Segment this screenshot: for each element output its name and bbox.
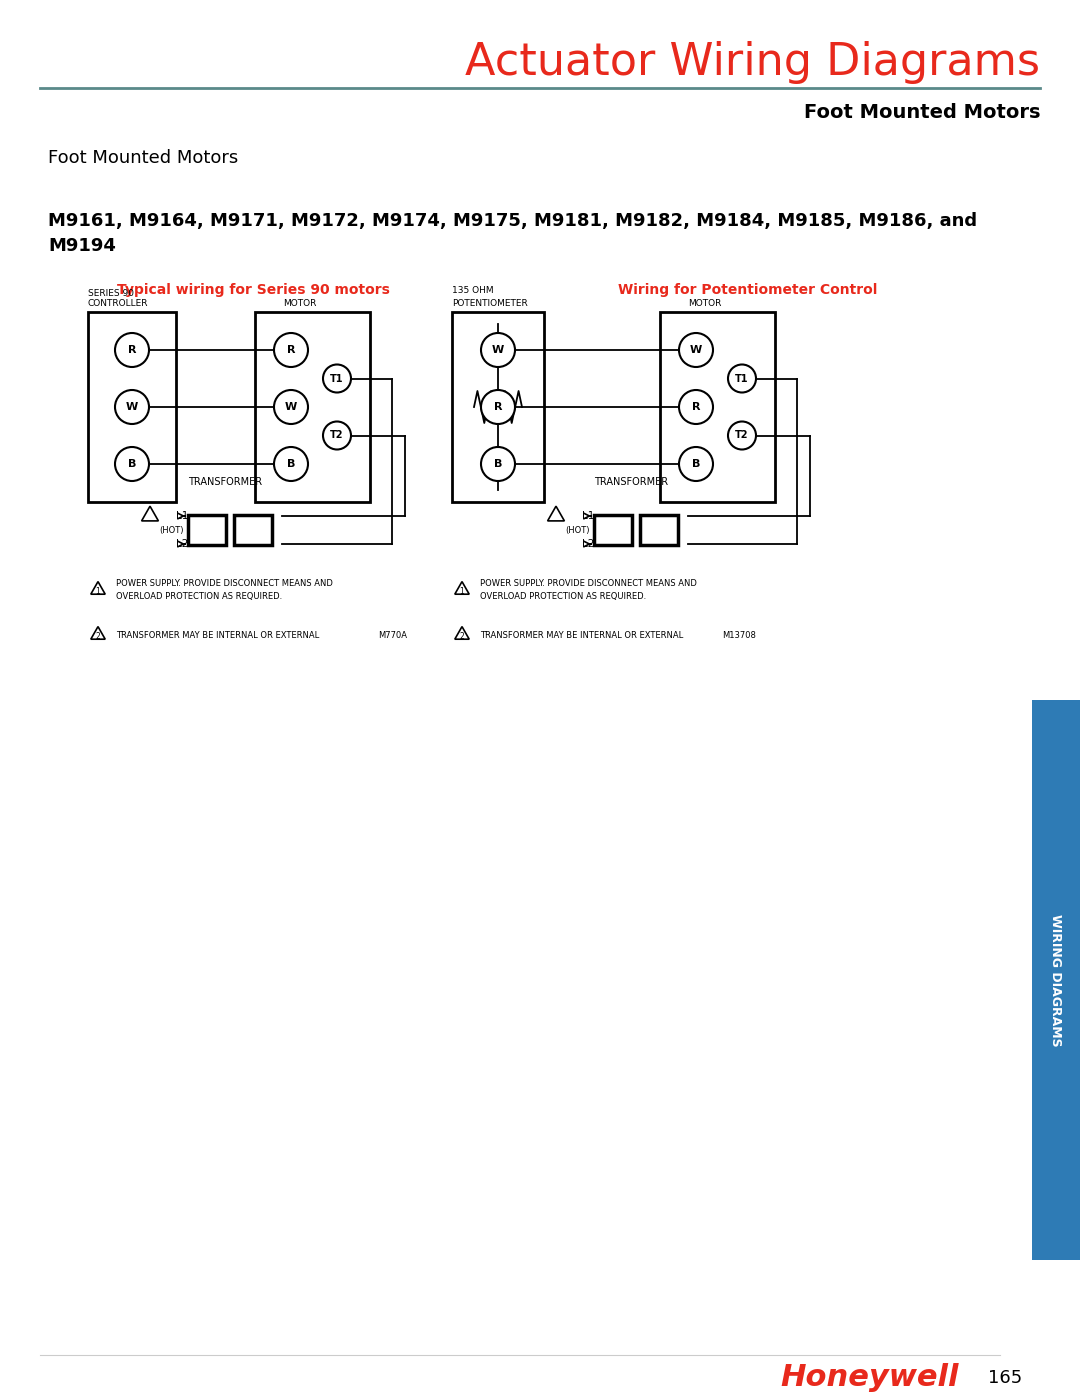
Text: 1: 1 <box>96 587 100 595</box>
Bar <box>255 312 370 502</box>
Text: M770A: M770A <box>378 630 407 640</box>
Text: W: W <box>285 402 297 412</box>
Circle shape <box>481 390 515 425</box>
Circle shape <box>679 447 713 481</box>
Text: Foot Mounted Motors: Foot Mounted Motors <box>804 102 1040 122</box>
Circle shape <box>114 390 149 425</box>
Bar <box>594 515 632 545</box>
Text: R: R <box>692 402 700 412</box>
Circle shape <box>323 365 351 393</box>
Text: T2: T2 <box>735 430 748 440</box>
Text: MOTOR: MOTOR <box>283 299 316 307</box>
Text: R: R <box>127 345 136 355</box>
Text: Typical wiring for Series 90 motors: Typical wiring for Series 90 motors <box>117 284 390 298</box>
Circle shape <box>481 447 515 481</box>
Bar <box>640 515 678 545</box>
Text: L1: L1 <box>176 511 188 521</box>
Text: 135 OHM: 135 OHM <box>453 286 494 295</box>
Text: SERIES 90
CONTROLLER: SERIES 90 CONTROLLER <box>87 289 149 307</box>
Circle shape <box>323 422 351 450</box>
Circle shape <box>728 422 756 450</box>
Text: W: W <box>690 345 702 355</box>
Bar <box>234 515 272 545</box>
Text: W: W <box>491 345 504 355</box>
Text: L1: L1 <box>582 511 594 521</box>
Text: B: B <box>692 460 700 469</box>
Text: POTENTIOMETER: POTENTIOMETER <box>453 299 528 307</box>
Circle shape <box>114 447 149 481</box>
Text: B: B <box>494 460 502 469</box>
Text: Actuator Wiring Diagrams: Actuator Wiring Diagrams <box>465 41 1040 84</box>
Text: (HOT): (HOT) <box>566 525 590 535</box>
Bar <box>660 312 775 502</box>
Bar <box>188 515 226 545</box>
Text: TRANSFORMER MAY BE INTERNAL OR EXTERNAL: TRANSFORMER MAY BE INTERNAL OR EXTERNAL <box>480 630 684 640</box>
Text: 2: 2 <box>460 631 464 641</box>
Text: 1: 1 <box>460 587 464 595</box>
Text: Honeywell: Honeywell <box>780 1363 959 1393</box>
Text: Wiring for Potentiometer Control: Wiring for Potentiometer Control <box>619 284 878 298</box>
Circle shape <box>728 365 756 393</box>
Text: WIRING DIAGRAMS: WIRING DIAGRAMS <box>1050 914 1063 1046</box>
Circle shape <box>274 390 308 425</box>
Text: (HOT): (HOT) <box>160 525 184 535</box>
Text: B: B <box>287 460 295 469</box>
Text: Foot Mounted Motors: Foot Mounted Motors <box>48 149 239 168</box>
Text: R: R <box>494 402 502 412</box>
Circle shape <box>481 332 515 367</box>
Text: T2: T2 <box>330 430 343 440</box>
Bar <box>87 312 176 502</box>
Text: B: B <box>127 460 136 469</box>
Text: T1: T1 <box>735 373 748 384</box>
Text: W: W <box>126 402 138 412</box>
Text: TRANSFORMER: TRANSFORMER <box>594 476 669 488</box>
Text: L2: L2 <box>176 539 188 549</box>
Circle shape <box>274 332 308 367</box>
Text: T1: T1 <box>330 373 343 384</box>
Text: L2: L2 <box>582 539 594 549</box>
Bar <box>1032 700 1080 1260</box>
Circle shape <box>679 390 713 425</box>
Text: MOTOR: MOTOR <box>688 299 721 307</box>
Bar <box>453 312 544 502</box>
Circle shape <box>274 447 308 481</box>
Text: POWER SUPPLY. PROVIDE DISCONNECT MEANS AND
OVERLOAD PROTECTION AS REQUIRED.: POWER SUPPLY. PROVIDE DISCONNECT MEANS A… <box>480 580 697 601</box>
Text: TRANSFORMER MAY BE INTERNAL OR EXTERNAL: TRANSFORMER MAY BE INTERNAL OR EXTERNAL <box>116 630 320 640</box>
Text: TRANSFORMER: TRANSFORMER <box>188 476 262 488</box>
Text: M13708: M13708 <box>723 630 756 640</box>
Text: 2: 2 <box>96 631 100 641</box>
Circle shape <box>679 332 713 367</box>
Text: POWER SUPPLY. PROVIDE DISCONNECT MEANS AND
OVERLOAD PROTECTION AS REQUIRED.: POWER SUPPLY. PROVIDE DISCONNECT MEANS A… <box>116 580 333 601</box>
Circle shape <box>114 332 149 367</box>
Text: R: R <box>287 345 295 355</box>
Text: 165: 165 <box>988 1369 1023 1387</box>
Text: M9161, M9164, M9171, M9172, M9174, M9175, M9181, M9182, M9184, M9185, M9186, and: M9161, M9164, M9171, M9172, M9174, M9175… <box>48 212 977 256</box>
